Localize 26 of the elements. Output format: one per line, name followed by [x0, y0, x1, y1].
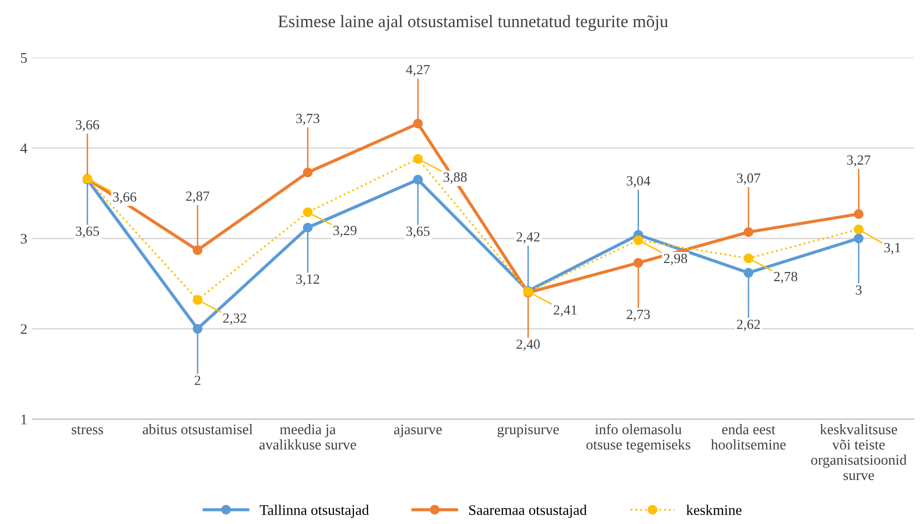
y-tick-label: 3	[20, 234, 27, 244]
data-label: 2,32	[223, 313, 246, 325]
data-label: 2,62	[736, 320, 760, 332]
chart-title: Esimese laine ajal otsustamisel tunnetatud tegurite mõju	[278, 15, 668, 31]
y-tick-label: 2	[20, 324, 27, 334]
legend-label: Tallinna otsustajad	[260, 504, 369, 518]
x-tick-label: info olemasolu otsuse tegemiseks	[586, 424, 690, 453]
data-label: 2,73	[626, 310, 650, 322]
data-label: 3,1	[884, 242, 900, 254]
data-label: 2	[194, 376, 200, 385]
y-tick-label: 1	[21, 414, 27, 424]
x-tick-label: abitus otsustamisel	[142, 424, 253, 434]
x-tick-label: stress	[72, 426, 104, 434]
x-tick-label: meedia ja avalikkuse surve	[259, 424, 356, 450]
data-label: 2,41	[554, 305, 577, 317]
x-tick-label: keskvalitsuse või teiste organisatsioonid surve	[811, 424, 907, 480]
x-tick-label: ajasurve	[394, 424, 442, 438]
legend-label: Saaremaa otsustajad	[469, 504, 587, 518]
legend-label: keskmine	[686, 504, 742, 515]
x-tick-label: grupisurve	[498, 424, 559, 438]
x-tick-label: enda eest hoolitsemine	[710, 424, 786, 450]
data-label: 4,27	[406, 64, 430, 76]
y-tick-label: 4	[20, 143, 28, 154]
data-label: 2,40	[516, 340, 540, 351]
point	[192, 324, 202, 334]
y-tick-label: 5	[21, 53, 27, 63]
